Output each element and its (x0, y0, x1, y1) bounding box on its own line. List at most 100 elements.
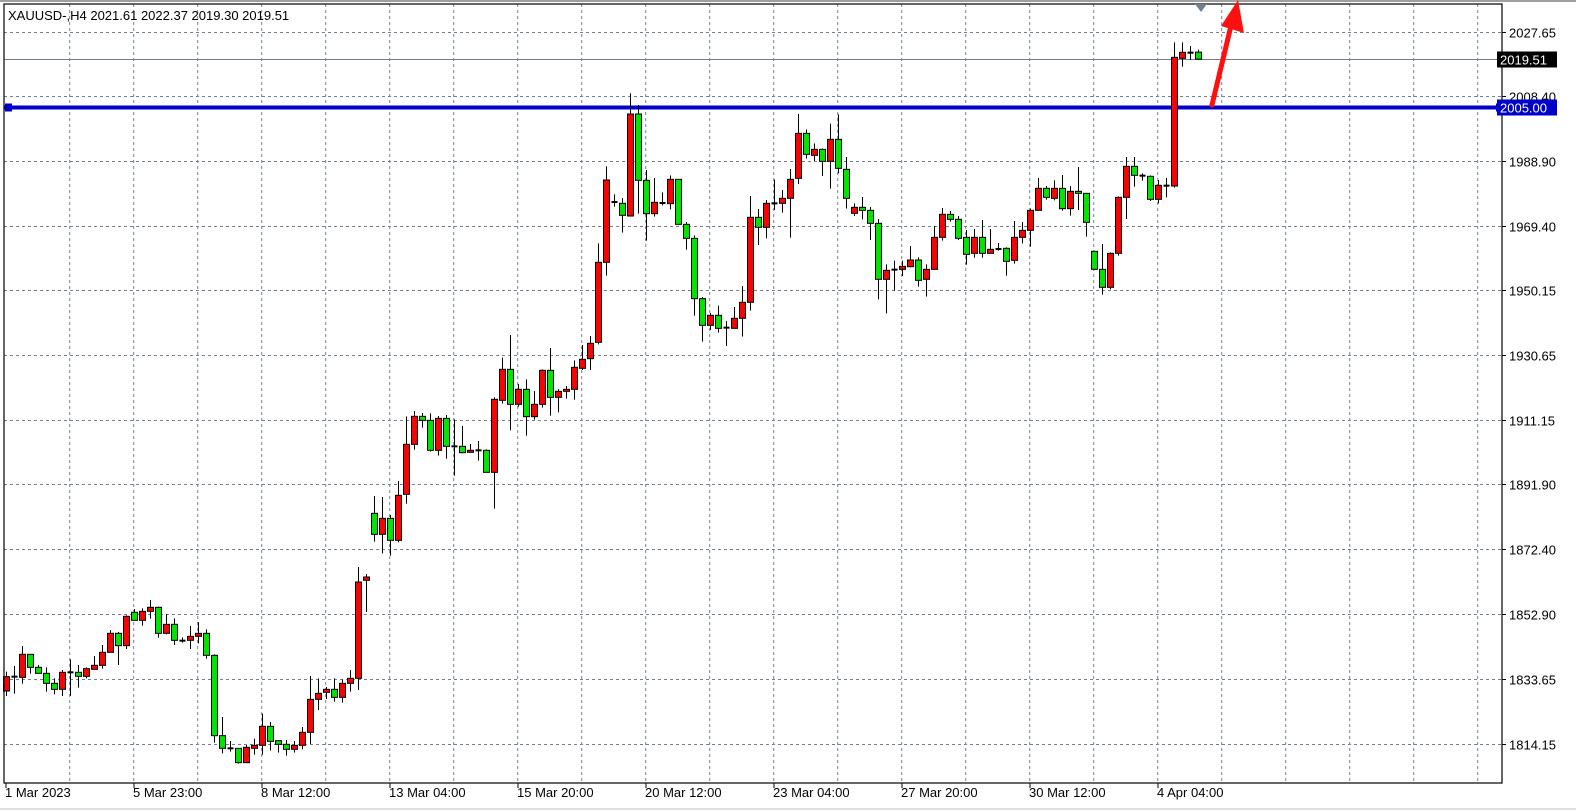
candle (1035, 178, 1042, 211)
candle (955, 216, 962, 240)
candle-body (251, 744, 258, 749)
candle-body (171, 623, 178, 641)
x-tick-label: 23 Mar 04:00 (773, 785, 850, 800)
candle-body (1027, 209, 1034, 231)
y-tick-label: 1891.90 (1509, 478, 1556, 493)
candle-body (147, 606, 154, 612)
candle (347, 670, 354, 692)
candle (35, 665, 42, 674)
candle-body (1107, 252, 1114, 288)
candle-body (827, 138, 834, 162)
candle-body (523, 388, 530, 418)
candle-body (1035, 187, 1042, 211)
candle (11, 666, 18, 694)
candle-body (843, 168, 850, 199)
candle (483, 449, 490, 473)
candle-body (819, 148, 826, 162)
candle (763, 200, 770, 239)
candle (115, 632, 122, 665)
candle (331, 678, 338, 702)
candle (307, 676, 314, 744)
candle (531, 391, 538, 420)
candle-body (1091, 250, 1098, 270)
y-tick-label: 1852.90 (1509, 608, 1556, 623)
y-tick-label: 2027.65 (1509, 26, 1556, 41)
chart-shift-marker-icon[interactable] (1195, 4, 1207, 12)
candle (803, 129, 810, 159)
candle (67, 659, 74, 696)
candle-body (123, 615, 130, 647)
candle-body (499, 368, 506, 401)
candle (403, 416, 410, 504)
candle (875, 219, 882, 300)
candle (275, 740, 282, 753)
candle (187, 626, 194, 649)
candle-body (603, 179, 610, 263)
candle (547, 348, 554, 416)
y-tick-label: 1969.40 (1509, 220, 1556, 235)
candle-body (267, 725, 274, 742)
candle (147, 600, 154, 619)
candle-body (1147, 175, 1154, 200)
candle (299, 727, 306, 750)
candle (1059, 175, 1066, 211)
candle-body (787, 178, 794, 199)
candle (75, 665, 82, 688)
candle-body (347, 677, 354, 684)
y-tick-label: 1988.90 (1509, 155, 1556, 170)
candle (259, 713, 266, 755)
candle-body (139, 610, 146, 621)
plot-frame (3, 3, 1503, 784)
candle (371, 496, 378, 542)
candle-body (1019, 229, 1026, 238)
candle (595, 243, 602, 345)
candle (195, 622, 202, 644)
candle-body (299, 731, 306, 746)
candle-body (699, 298, 706, 326)
x-tick-label: 27 Mar 20:00 (901, 785, 978, 800)
candle-body (987, 248, 994, 254)
candle-body (443, 417, 450, 447)
candle (475, 441, 482, 461)
y-tick-label: 1833.65 (1509, 673, 1556, 688)
candle-body (619, 202, 626, 216)
candle (107, 630, 114, 653)
candle (83, 667, 90, 679)
candle-body (627, 113, 634, 217)
candle-body (763, 202, 770, 228)
candle-body (779, 197, 786, 204)
candle (1179, 42, 1186, 67)
line-handle-left[interactable] (5, 103, 12, 112)
candle-body (859, 206, 866, 211)
candle (979, 220, 986, 258)
candle (1195, 49, 1202, 60)
candle (291, 741, 298, 753)
y-tick-label: 1930.65 (1509, 349, 1556, 364)
candle-body (835, 138, 842, 169)
candle (819, 148, 826, 176)
candle (131, 609, 138, 621)
candle (19, 646, 26, 684)
candle-body (483, 449, 490, 473)
candle-body (323, 688, 330, 693)
candle (947, 211, 954, 222)
candle-body (91, 664, 98, 670)
candle-body (1011, 236, 1018, 261)
candle (59, 670, 66, 696)
candle-body (35, 666, 42, 674)
candle (1147, 175, 1154, 201)
x-tick-label: 1 Mar 2023 (5, 785, 71, 800)
candle-body (755, 216, 762, 228)
candle-body (747, 216, 754, 303)
candle-body (1131, 165, 1138, 176)
candle-body (691, 237, 698, 300)
candle-body (331, 688, 338, 698)
candle (427, 413, 434, 452)
candle-body (115, 632, 122, 647)
candle-body (579, 358, 586, 369)
candle (883, 264, 890, 314)
y-tick-label: 1911.15 (1509, 414, 1555, 429)
candle-body (707, 314, 714, 326)
candle-body (867, 209, 874, 224)
